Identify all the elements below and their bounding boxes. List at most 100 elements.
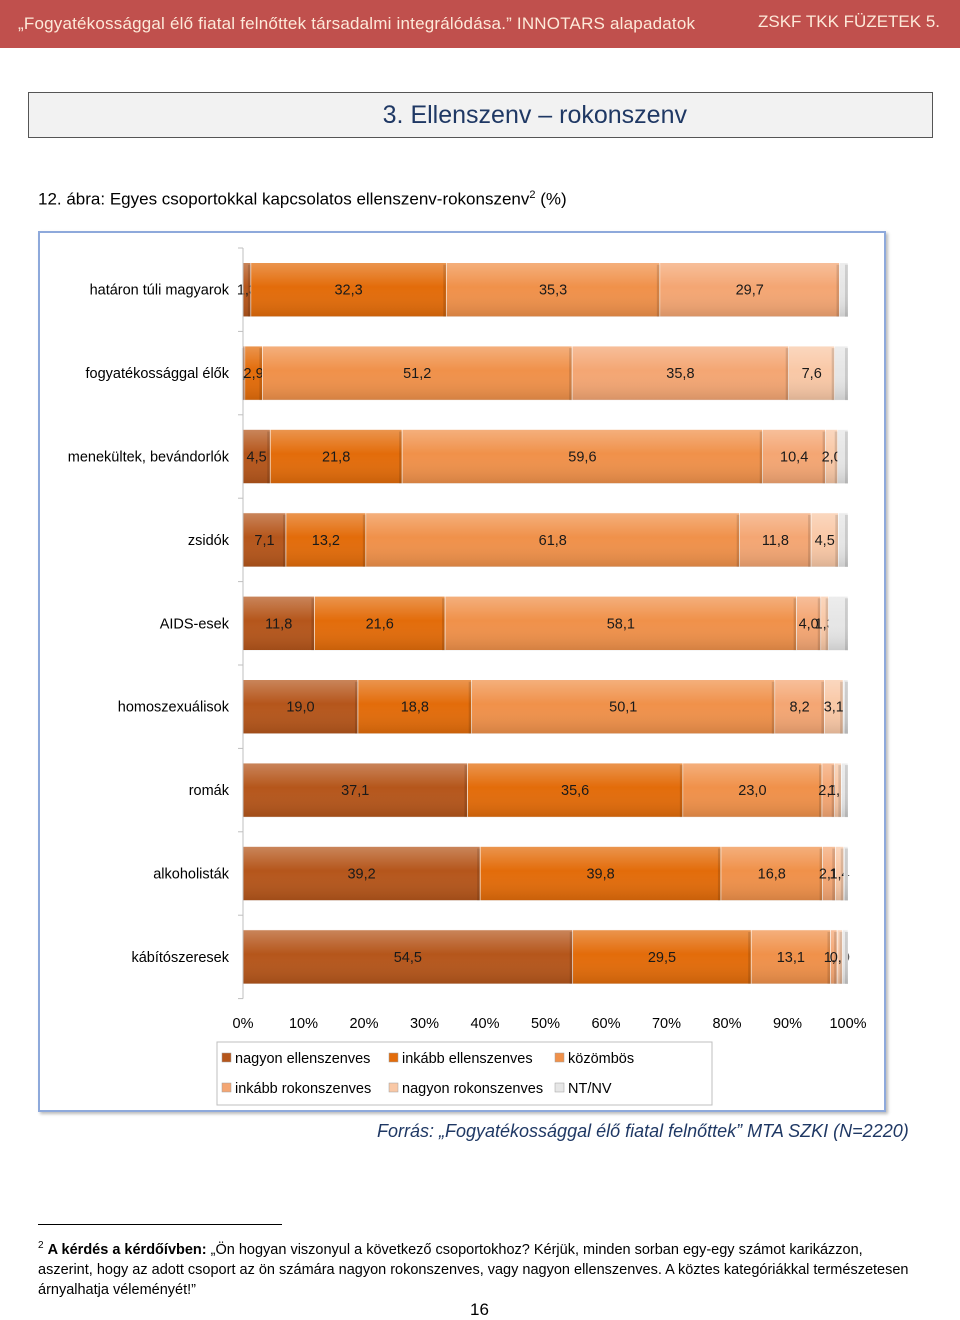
header-title: „Fogyatékossággal élő fiatal felnőttek t… bbox=[18, 14, 696, 33]
category-label: menekültek, bevándorlók bbox=[68, 450, 230, 466]
data-label: 32,3 bbox=[334, 283, 362, 299]
bar-segment-edge bbox=[679, 765, 683, 818]
data-label: 2,1 bbox=[818, 783, 838, 799]
caption-footnote-mark: 2 bbox=[529, 189, 536, 201]
bar-segment-edge bbox=[836, 264, 840, 317]
bar-segment-shade bbox=[788, 346, 835, 401]
data-label: 4,5 bbox=[815, 533, 835, 549]
data-label: , bbox=[242, 366, 246, 382]
x-tick-label: 90% bbox=[773, 1016, 802, 1032]
bar-segment-shade bbox=[682, 763, 822, 818]
bar-segment-shade bbox=[834, 346, 848, 401]
data-label: 51,2 bbox=[403, 366, 431, 382]
data-label: 59,6 bbox=[568, 450, 596, 466]
source-note: Forrás: „Fogyatékossággal élő fiatal fel… bbox=[377, 1121, 909, 1141]
bar-segment-shade bbox=[821, 763, 835, 818]
bar-segment-shade bbox=[445, 596, 797, 651]
bar-segment-edge bbox=[821, 681, 825, 734]
bar-segment-edge bbox=[468, 681, 472, 734]
x-tick-label: 60% bbox=[591, 1016, 620, 1032]
bar-segment-shade bbox=[762, 429, 826, 484]
x-tick-label: 40% bbox=[470, 1016, 499, 1032]
category-label: fogyatékossággal élők bbox=[86, 366, 230, 382]
bar-segment-shade bbox=[796, 596, 821, 651]
bar-segment-shade bbox=[830, 929, 838, 984]
bar-segment-edge bbox=[464, 765, 468, 818]
legend-label: nagyon rokonszenves bbox=[402, 1081, 543, 1097]
bar-segment-shade bbox=[243, 346, 245, 401]
bar-segment-shade bbox=[842, 929, 848, 984]
figure-caption: 12. ábra: Egyes csoportokkal kapcsolatos… bbox=[38, 189, 567, 210]
data-label: 8,2 bbox=[790, 700, 810, 716]
x-tick-label: 70% bbox=[652, 1016, 681, 1032]
bar-segment-edge bbox=[834, 931, 838, 984]
caption-unit: (%) bbox=[535, 189, 567, 209]
category-label: határon túli magyarok bbox=[90, 283, 230, 299]
data-label: 13,1 bbox=[777, 950, 805, 966]
data-label: 35,3 bbox=[539, 283, 567, 299]
bar-segment-shade bbox=[270, 429, 403, 484]
data-label: 58,1 bbox=[607, 616, 635, 632]
bar-segment-edge bbox=[825, 598, 829, 651]
bar-segment-shade bbox=[774, 679, 825, 734]
bar-segment-edge bbox=[569, 348, 573, 401]
bar-segment-shade bbox=[822, 846, 836, 901]
bar-segment-edge bbox=[845, 264, 848, 317]
data-label: 4,0 bbox=[799, 616, 819, 632]
bar-segment-shade bbox=[834, 763, 842, 818]
bar-segment-edge bbox=[247, 264, 251, 317]
data-label: 29,7 bbox=[736, 283, 764, 299]
bar-segment-shade bbox=[839, 262, 848, 317]
bar-segment-shade bbox=[243, 763, 468, 818]
category-label: kábítószeresek bbox=[131, 950, 229, 966]
x-tick-label: 20% bbox=[349, 1016, 378, 1032]
legend-label: inkább rokonszenves bbox=[235, 1081, 371, 1097]
bar-segment-shade bbox=[739, 512, 812, 567]
bar-segment-shade bbox=[843, 679, 848, 734]
legend-swatch bbox=[554, 1052, 565, 1063]
footnote-mark: 2 bbox=[38, 1240, 44, 1251]
data-label: 61,8 bbox=[539, 533, 567, 549]
bar-segment-shade bbox=[828, 596, 848, 651]
bar-segment-shade bbox=[244, 346, 263, 401]
bar-segment-edge bbox=[311, 598, 315, 651]
x-tick-label: 100% bbox=[829, 1016, 866, 1032]
data-label: 50,1 bbox=[609, 700, 637, 716]
caption-text: 12. ábra: Egyes csoportokkal kapcsolatos… bbox=[38, 189, 530, 209]
bar-segment-shade bbox=[243, 512, 286, 567]
legend-swatch bbox=[554, 1082, 565, 1093]
footnote-rule bbox=[38, 1224, 282, 1225]
bar-segment-shade bbox=[837, 429, 848, 484]
data-label: 13,2 bbox=[312, 533, 340, 549]
data-label: 18,8 bbox=[401, 700, 429, 716]
bar-segment-shade bbox=[820, 596, 829, 651]
bar-segment-shade bbox=[835, 846, 844, 901]
bar-segment-shade bbox=[471, 679, 775, 734]
bar-segment-shade bbox=[824, 679, 844, 734]
data-label: 16,8 bbox=[758, 867, 786, 883]
data-label: 2,9 bbox=[244, 366, 264, 382]
data-label: 21,6 bbox=[366, 616, 394, 632]
bar-segment-shade bbox=[825, 429, 838, 484]
bar-segment-shade bbox=[843, 846, 848, 901]
bar-segment-edge bbox=[785, 348, 789, 401]
chart-frame: 1,3 32,3 35,3 29,7, 2,9 51,2 35,8 7,6 4,5 21,8 59,… bbox=[38, 231, 886, 1112]
data-label: 54,5 bbox=[394, 950, 422, 966]
bar-segment-edge bbox=[736, 514, 740, 567]
bar-segment-edge bbox=[822, 431, 826, 484]
bar-segment-edge bbox=[840, 848, 844, 901]
data-label: 7,1 bbox=[254, 533, 274, 549]
bar-segment-edge bbox=[282, 514, 286, 567]
bar-segment-shade bbox=[243, 262, 251, 317]
data-label: 2,1 bbox=[819, 867, 839, 883]
bar-segment-edge bbox=[399, 431, 403, 484]
x-tick-label: 50% bbox=[531, 1016, 560, 1032]
bar-segment-edge bbox=[845, 848, 848, 901]
x-tick-label: 10% bbox=[289, 1016, 318, 1032]
bar-segment-shade bbox=[243, 429, 271, 484]
footnote-bold: A kérdés a kérdőívben: bbox=[47, 1241, 207, 1258]
bar-segment-shade bbox=[659, 262, 840, 317]
bar-segment-edge bbox=[845, 431, 848, 484]
legend-label: közömbös bbox=[568, 1051, 634, 1067]
legend-label: NT/NV bbox=[568, 1081, 612, 1097]
